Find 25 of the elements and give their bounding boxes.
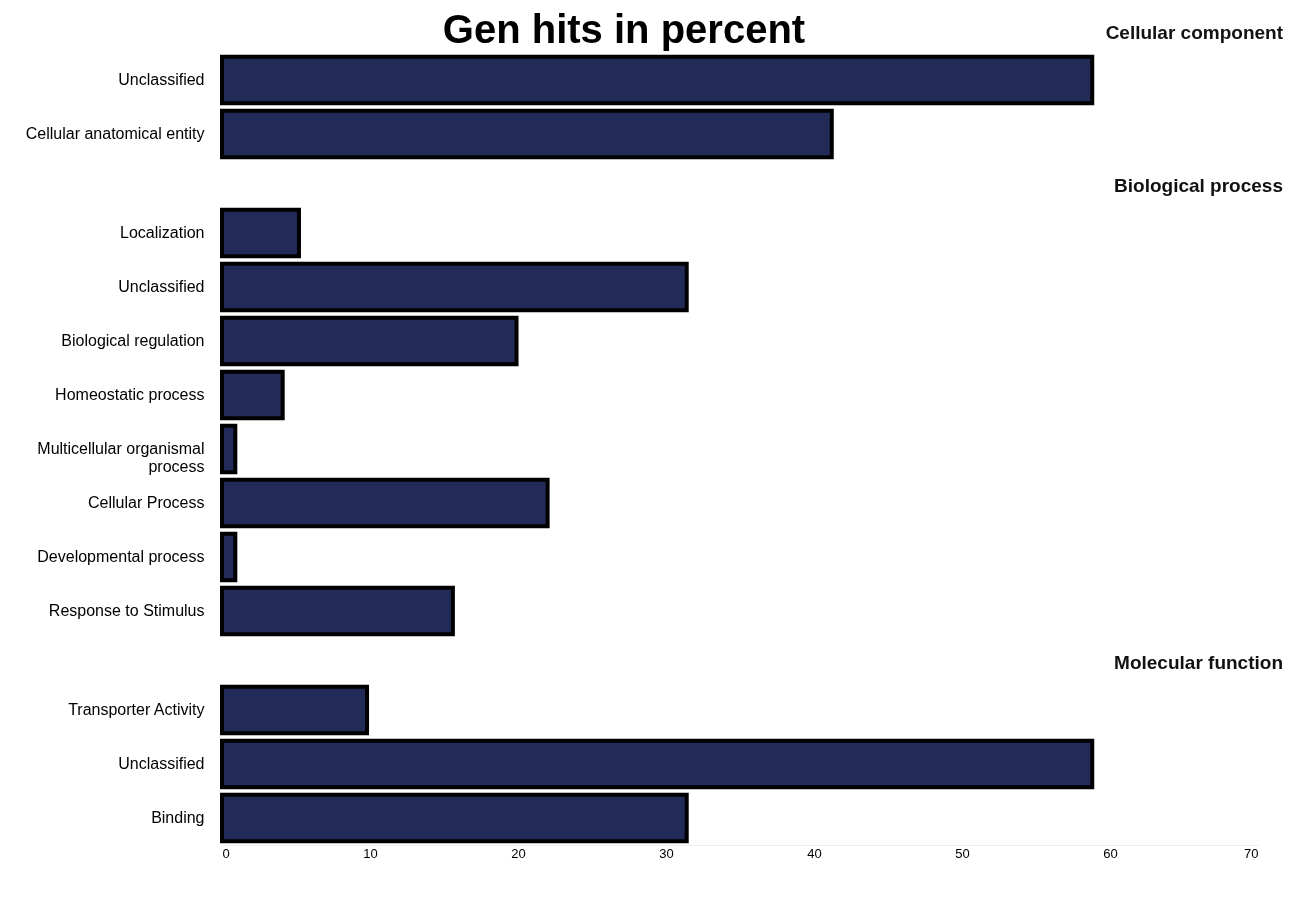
y-tick-label: Unclassified [118,71,205,88]
chart-subtitle: Cellular component [1105,22,1284,43]
y-tick-label: Localization [120,224,205,241]
x-tick-label: 40 [807,845,822,861]
chart-subtitle: Biological process [1114,175,1283,196]
chart-subtitle: Molecular function [1114,652,1283,673]
y-tick-label: Unclassified [118,755,205,772]
x-tick-label: 60 [1103,845,1118,861]
x-tick-label: 70 [1244,845,1259,861]
chart-title: Gen hits in percent [441,6,807,51]
x-tick-label: 20 [511,845,526,861]
x-tick-label: 50 [955,845,970,861]
y-tick-label: Transporter Activity [68,701,205,718]
x-tick-label: 30 [659,845,674,861]
x-tick-label: 0 [222,845,230,861]
y-tick-label: Multicellular organismal process [37,440,205,475]
y-tick-label: Cellular anatomical entity [25,125,205,142]
y-tick-label: Cellular Process [88,494,205,511]
y-tick-label: Response to Stimulus [48,602,205,619]
y-tick-label: Developmental process [37,548,205,565]
y-tick-label: Homeostatic process [55,386,205,403]
y-tick-label: Binding [151,809,205,826]
y-tick-label: Biological regulation [61,332,205,349]
x-tick-label: 10 [363,845,378,861]
y-tick-label: Unclassified [118,278,205,295]
